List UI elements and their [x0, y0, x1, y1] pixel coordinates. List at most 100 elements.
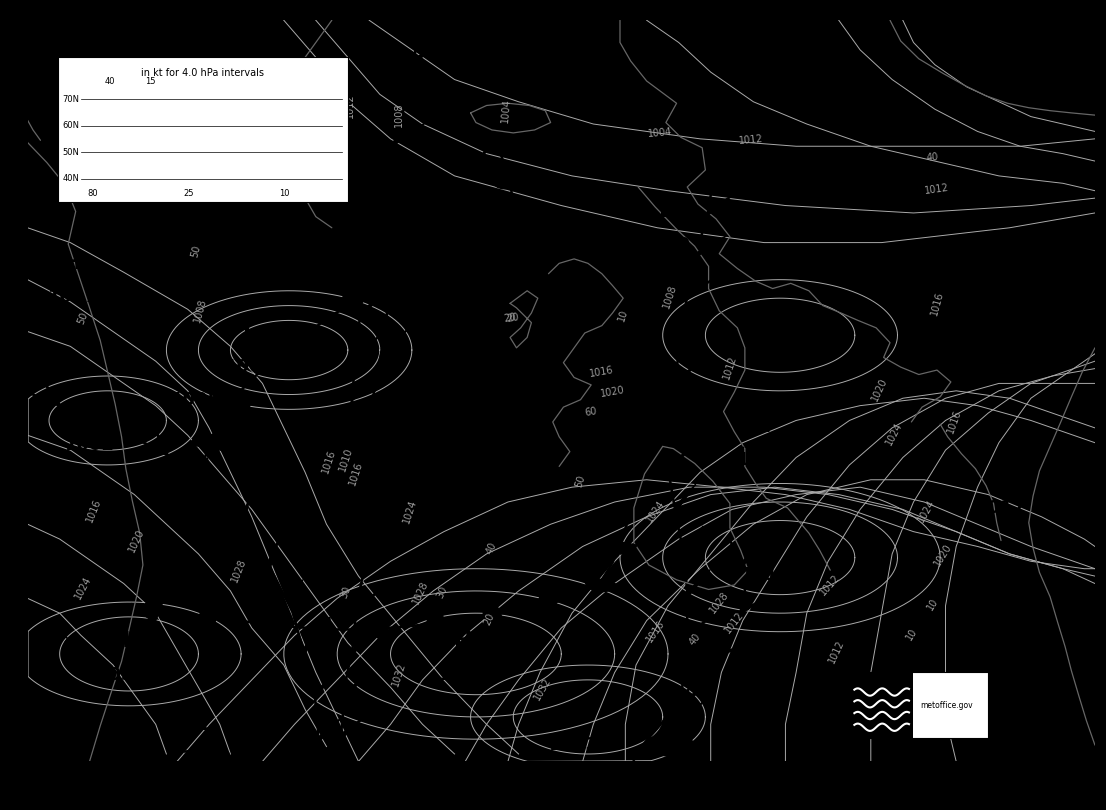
- Text: 1020: 1020: [932, 542, 954, 569]
- Text: 1017: 1017: [48, 288, 97, 305]
- Polygon shape: [714, 643, 748, 659]
- Text: 1028: 1028: [708, 589, 731, 615]
- Text: 1013: 1013: [549, 736, 599, 754]
- Polygon shape: [382, 200, 405, 228]
- Polygon shape: [387, 284, 415, 310]
- Polygon shape: [268, 537, 280, 569]
- Text: L: L: [762, 312, 776, 332]
- Text: 1017: 1017: [975, 499, 1026, 517]
- Polygon shape: [367, 205, 392, 232]
- Text: 1032: 1032: [390, 661, 408, 687]
- Text: 1024: 1024: [73, 574, 93, 600]
- Text: 40: 40: [484, 540, 499, 556]
- Polygon shape: [483, 603, 505, 625]
- Text: 1016: 1016: [84, 497, 103, 524]
- Polygon shape: [317, 716, 343, 743]
- Polygon shape: [687, 614, 713, 640]
- Text: 1020: 1020: [869, 376, 889, 403]
- Polygon shape: [321, 160, 347, 181]
- Text: 70N: 70N: [63, 95, 80, 104]
- Text: 1001: 1001: [225, 358, 274, 376]
- Polygon shape: [351, 631, 382, 655]
- Text: 1008: 1008: [192, 297, 209, 324]
- Text: 1019: 1019: [905, 355, 954, 373]
- Polygon shape: [359, 292, 388, 317]
- Text: 30: 30: [338, 585, 353, 600]
- Polygon shape: [352, 376, 379, 401]
- Polygon shape: [687, 569, 710, 597]
- Polygon shape: [695, 236, 727, 258]
- Text: 10: 10: [904, 626, 919, 642]
- Polygon shape: [362, 499, 383, 528]
- Circle shape: [493, 174, 514, 189]
- Polygon shape: [369, 274, 415, 277]
- Polygon shape: [467, 217, 505, 235]
- Polygon shape: [349, 417, 375, 444]
- Polygon shape: [707, 192, 737, 216]
- Polygon shape: [255, 613, 275, 637]
- Text: L: L: [83, 401, 96, 421]
- Text: 10: 10: [616, 308, 629, 322]
- Text: 1004: 1004: [647, 127, 672, 139]
- Polygon shape: [367, 163, 392, 189]
- Text: L: L: [759, 531, 773, 551]
- Text: 60: 60: [584, 406, 598, 418]
- Text: 80: 80: [87, 190, 97, 198]
- Polygon shape: [364, 249, 392, 274]
- Text: 1016: 1016: [929, 290, 945, 317]
- Text: 1016: 1016: [320, 448, 337, 475]
- Polygon shape: [675, 484, 696, 513]
- Polygon shape: [199, 606, 220, 629]
- Text: 1018: 1018: [737, 450, 787, 469]
- Text: 1016: 1016: [946, 409, 963, 435]
- Text: 10: 10: [279, 190, 290, 198]
- Polygon shape: [427, 611, 447, 634]
- Text: 1032: 1032: [438, 666, 488, 684]
- Text: H: H: [63, 253, 82, 273]
- Text: 1008: 1008: [661, 283, 679, 309]
- Polygon shape: [356, 587, 383, 612]
- Polygon shape: [670, 444, 696, 470]
- Text: 1010: 1010: [741, 565, 791, 584]
- Polygon shape: [97, 401, 116, 430]
- Circle shape: [343, 291, 364, 305]
- Polygon shape: [257, 352, 290, 375]
- Text: 1028: 1028: [230, 557, 248, 583]
- Polygon shape: [374, 368, 404, 392]
- Text: L: L: [414, 408, 428, 428]
- Text: 1024: 1024: [916, 497, 937, 524]
- Polygon shape: [394, 123, 425, 146]
- Polygon shape: [371, 616, 389, 640]
- Polygon shape: [213, 390, 250, 410]
- Text: 1004: 1004: [500, 98, 512, 123]
- Text: H: H: [753, 416, 771, 436]
- Text: 1012: 1012: [345, 93, 355, 117]
- Text: 1030: 1030: [182, 749, 232, 767]
- Text: 40: 40: [926, 151, 939, 163]
- Text: 25: 25: [182, 190, 194, 198]
- Polygon shape: [313, 617, 330, 642]
- Text: metoffice.gov: metoffice.gov: [920, 701, 972, 710]
- Text: L: L: [659, 201, 672, 221]
- Polygon shape: [344, 671, 372, 697]
- Text: 50: 50: [76, 310, 90, 326]
- Polygon shape: [271, 326, 316, 334]
- Text: in kt for 4.0 hPa intervals: in kt for 4.0 hPa intervals: [142, 68, 264, 79]
- Text: 1016: 1016: [644, 619, 666, 645]
- Text: 1010: 1010: [337, 446, 354, 472]
- Text: L: L: [567, 701, 581, 721]
- Text: 40: 40: [105, 78, 115, 87]
- Polygon shape: [382, 327, 411, 351]
- Text: 1024: 1024: [884, 420, 905, 447]
- Polygon shape: [289, 580, 303, 611]
- Text: 50: 50: [574, 474, 587, 488]
- Text: 1012: 1012: [827, 638, 846, 665]
- Text: 1032: 1032: [532, 676, 553, 702]
- Text: 1012: 1012: [925, 182, 950, 196]
- Polygon shape: [539, 590, 561, 614]
- Text: 1012: 1012: [721, 354, 739, 381]
- Polygon shape: [679, 688, 716, 701]
- Polygon shape: [655, 745, 688, 759]
- Polygon shape: [385, 163, 415, 186]
- Polygon shape: [739, 596, 770, 615]
